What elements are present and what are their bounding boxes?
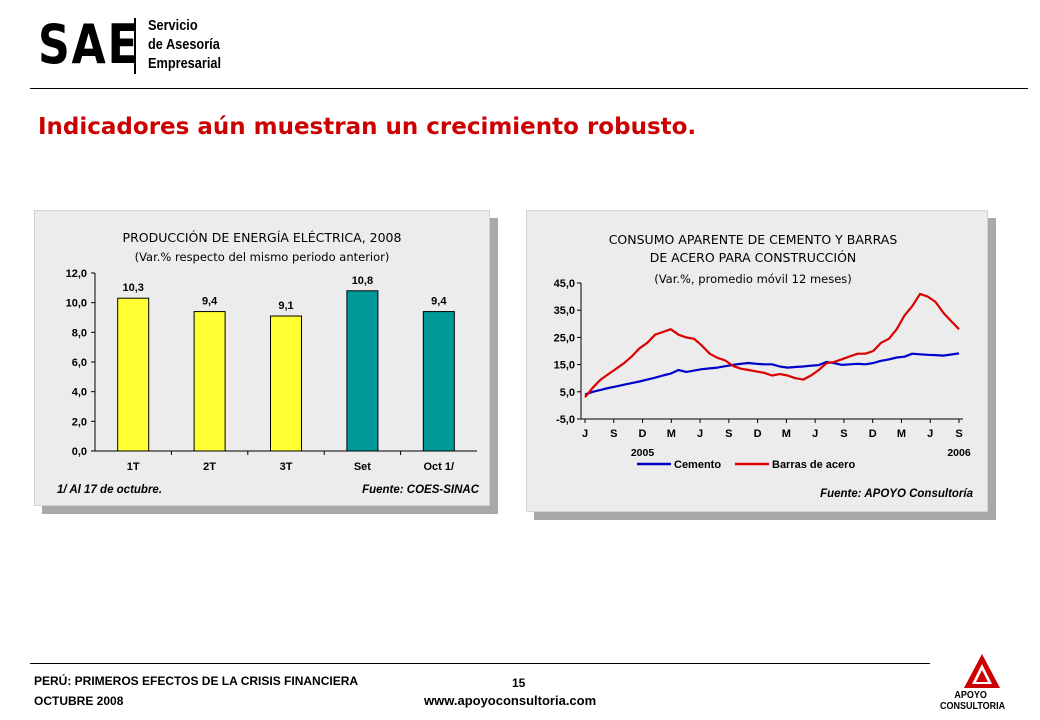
x-month-label: S <box>840 428 847 440</box>
energy-chart-panel: PRODUCCIÓN DE ENERGÍA ELÉCTRICA, 2008 (Va… <box>34 210 490 506</box>
x-month-label: D <box>754 428 762 440</box>
logo-line: Servicio <box>148 17 198 34</box>
logo-divider <box>134 18 136 74</box>
y-tick-label: 5,0 <box>560 387 575 399</box>
footer-date: OCTUBRE 2008 <box>34 694 124 708</box>
x-month-label: J <box>582 428 588 440</box>
series-line <box>584 352 960 396</box>
bar-value-label: 9,4 <box>431 296 447 308</box>
bar <box>422 311 455 452</box>
chart-title: CONSUMO APARENTE DE CEMENTO Y BARRAS <box>609 232 898 247</box>
x-tick-label: Set <box>354 461 371 473</box>
series-line <box>584 292 960 398</box>
header-divider <box>30 88 1028 89</box>
logo-text: SAE <box>38 13 140 76</box>
legend-label: Cemento <box>674 459 721 471</box>
y-tick-label: 10,0 <box>66 298 87 310</box>
y-tick-label: 4,0 <box>72 387 87 399</box>
x-month-label: S <box>725 428 732 440</box>
apoyo-wordmark: APOYO CONSULTORIA <box>940 690 1005 712</box>
apoyo-logo: APOYO CONSULTORIA <box>936 650 1028 712</box>
y-tick-label: 12,0 <box>66 268 87 280</box>
x-month-label: S <box>955 428 962 440</box>
x-month-label: D <box>869 428 877 440</box>
x-month-label: D <box>639 428 647 440</box>
x-year-label: 2005 <box>631 447 655 459</box>
bar <box>270 315 302 452</box>
logo-line: de Asesoría <box>148 36 220 53</box>
x-tick-label: 3T <box>280 461 293 473</box>
bar-value-label: 9,1 <box>278 300 293 312</box>
y-tick-label: 8,0 <box>72 327 87 339</box>
y-tick-label: 2,0 <box>72 416 87 428</box>
page-number: 15 <box>512 676 526 690</box>
x-month-label: M <box>897 428 906 440</box>
chart-note: 1/ Al 17 de octubre. <box>57 484 162 496</box>
x-month-label: M <box>667 428 676 440</box>
x-year-label: 2006 <box>947 447 971 459</box>
y-tick-label: 15,0 <box>554 360 575 372</box>
footer-report-title: PERÚ: PRIMEROS EFECTOS DE LA CRISIS FINA… <box>34 674 359 688</box>
y-tick-label: 6,0 <box>72 357 87 369</box>
chart-subtitle: (Var.% respecto del mismo periodo anteri… <box>135 250 390 264</box>
legend-label: Barras de acero <box>772 459 855 471</box>
chart-title: PRODUCCIÓN DE ENERGÍA ELÉCTRICA, 2008 <box>123 230 402 245</box>
footer-divider <box>30 663 930 664</box>
chart-source: Fuente: COES-SINAC <box>362 484 480 496</box>
logo-line: Empresarial <box>148 55 222 72</box>
bar-value-label: 9,4 <box>202 296 218 308</box>
apoyo-line: APOYO <box>954 690 987 701</box>
y-tick-label: 45,0 <box>554 278 575 290</box>
bar <box>117 297 150 452</box>
x-month-label: J <box>697 428 703 440</box>
bar-value-label: 10,8 <box>352 275 373 287</box>
cement-steel-line-chart: CONSUMO APARENTE DE CEMENTO Y BARRAS DE A… <box>554 232 974 500</box>
y-tick-label: 0,0 <box>72 446 87 458</box>
chart-subtitle: (Var.%, promedio móvil 12 meses) <box>654 272 852 286</box>
logo-subtitle: Servicio de Asesoría Empresarial <box>148 16 221 73</box>
bar-value-label: 10,3 <box>122 282 143 294</box>
energy-bar-chart: PRODUCCIÓN DE ENERGÍA ELÉCTRICA, 2008 (Va… <box>57 230 480 496</box>
y-tick-label: 25,0 <box>554 332 575 344</box>
x-month-label: J <box>812 428 818 440</box>
x-month-label: J <box>927 428 933 440</box>
apoyo-emblem-icon <box>964 654 1000 688</box>
apoyo-line: CONSULTORIA <box>940 701 1006 712</box>
website-link[interactable]: www.apoyoconsultoria.com <box>424 693 597 708</box>
y-tick-label: 35,0 <box>554 305 575 317</box>
page-title: Indicadores aún muestran un crecimiento … <box>38 114 697 140</box>
x-month-label: M <box>782 428 791 440</box>
x-month-label: S <box>610 428 617 440</box>
chart-title: DE ACERO PARA CONSTRUCCIÓN <box>650 250 857 265</box>
bar <box>193 311 226 452</box>
bar <box>346 290 379 452</box>
cement-chart-panel: CONSUMO APARENTE DE CEMENTO Y BARRAS DE A… <box>526 210 988 512</box>
x-tick-label: 2T <box>203 461 216 473</box>
x-tick-label: 1T <box>127 461 140 473</box>
y-tick-label: -5,0 <box>556 414 575 426</box>
x-tick-label: Oct 1/ <box>424 461 455 473</box>
chart-source: Fuente: APOYO Consultoría <box>820 488 974 500</box>
